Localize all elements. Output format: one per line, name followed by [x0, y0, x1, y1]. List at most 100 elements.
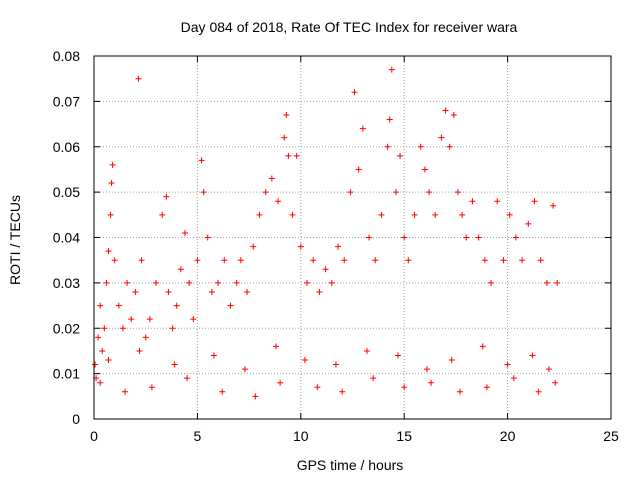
data-point	[204, 234, 211, 241]
data-point	[105, 248, 112, 255]
data-point	[275, 198, 282, 205]
data-point	[99, 347, 106, 354]
data-point	[132, 288, 139, 295]
x-tick-label: 10	[293, 428, 309, 444]
data-point	[328, 279, 335, 286]
data-point	[136, 347, 143, 354]
data-point	[148, 384, 155, 391]
data-point	[173, 302, 180, 309]
x-tick-label: 15	[396, 428, 412, 444]
data-point	[432, 211, 439, 218]
data-point	[543, 279, 550, 286]
data-point	[122, 388, 129, 395]
data-point	[469, 198, 476, 205]
data-point	[92, 361, 99, 368]
data-point	[277, 379, 284, 386]
data-point	[108, 180, 115, 187]
data-point	[388, 66, 395, 73]
data-point	[124, 279, 131, 286]
data-point	[301, 357, 308, 364]
data-point	[304, 279, 311, 286]
data-point	[215, 279, 222, 286]
data-point	[363, 347, 370, 354]
x-tick-label: 20	[500, 428, 516, 444]
data-point	[421, 166, 428, 173]
data-point	[417, 143, 424, 150]
data-point	[428, 379, 435, 386]
grid	[94, 56, 611, 419]
data-point	[423, 366, 430, 373]
y-tick-label: 0.07	[53, 93, 80, 109]
data-point	[552, 379, 559, 386]
data-point	[335, 243, 342, 250]
data-point	[227, 302, 234, 309]
data-point	[138, 257, 145, 264]
data-point	[500, 257, 507, 264]
data-point	[111, 257, 118, 264]
data-point	[316, 288, 323, 295]
data-point	[293, 152, 300, 159]
data-points	[92, 66, 561, 400]
data-point	[483, 384, 490, 391]
data-point	[210, 352, 217, 359]
data-point	[142, 334, 149, 341]
y-tick-label: 0.06	[53, 139, 80, 155]
data-point	[200, 189, 207, 196]
x-tick-label: 0	[90, 428, 98, 444]
data-point	[177, 266, 184, 273]
data-point	[97, 379, 104, 386]
data-point	[190, 316, 197, 323]
data-point	[146, 316, 153, 323]
data-point	[165, 288, 172, 295]
data-point	[442, 107, 449, 114]
data-point	[101, 325, 108, 332]
data-point	[397, 152, 404, 159]
data-point	[504, 361, 511, 368]
data-point	[198, 157, 205, 164]
data-point	[109, 161, 116, 168]
data-point	[405, 257, 412, 264]
data-point	[366, 234, 373, 241]
data-point	[488, 279, 495, 286]
data-point	[97, 302, 104, 309]
data-point	[107, 211, 114, 218]
data-point	[394, 352, 401, 359]
data-point	[448, 357, 455, 364]
tick-labels: 0 5 10 15 20 25 0 0.01 0.02 0.03 0.04 0.05 0.06 0.07 0…	[53, 48, 619, 444]
data-point	[479, 343, 486, 350]
data-point	[208, 288, 215, 295]
data-point	[159, 211, 166, 218]
data-point	[163, 193, 170, 200]
data-point	[446, 143, 453, 150]
data-point	[95, 334, 102, 341]
data-point	[529, 352, 536, 359]
data-point	[510, 375, 517, 382]
data-point	[372, 257, 379, 264]
data-point	[322, 266, 329, 273]
data-point	[463, 234, 470, 241]
data-point	[401, 384, 408, 391]
data-point	[384, 143, 391, 150]
data-point	[285, 152, 292, 159]
data-point	[457, 388, 464, 395]
data-point	[545, 366, 552, 373]
data-point	[512, 234, 519, 241]
x-tick-label: 5	[194, 428, 202, 444]
data-point	[341, 257, 348, 264]
y-tick-label: 0.02	[53, 320, 80, 336]
data-point	[475, 234, 482, 241]
data-point	[310, 257, 317, 264]
y-tick-label: 0.04	[53, 230, 80, 246]
data-point	[401, 234, 408, 241]
data-point	[297, 243, 304, 250]
x-tick-label: 25	[603, 428, 619, 444]
data-point	[283, 111, 290, 118]
data-point	[115, 302, 122, 309]
data-point	[105, 357, 112, 364]
data-point	[181, 229, 188, 236]
data-point	[506, 211, 513, 218]
data-point	[351, 89, 358, 96]
data-point	[531, 198, 538, 205]
y-tick-label: 0.03	[53, 275, 80, 291]
data-point	[411, 211, 418, 218]
